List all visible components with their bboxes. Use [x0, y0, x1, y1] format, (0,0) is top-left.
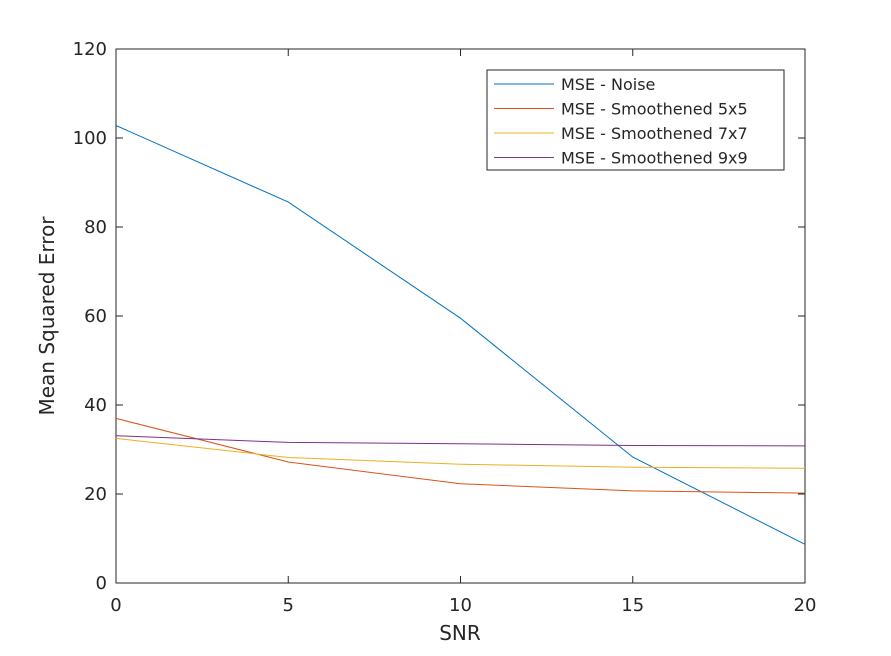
- y-tick-label: 120: [73, 39, 107, 60]
- legend-box: [486, 69, 785, 171]
- y-tick-label: 80: [84, 217, 107, 238]
- x-tick-label: 10: [449, 595, 472, 616]
- y-axis-label: Mean Squared Error: [35, 216, 59, 416]
- y-tick-label: 0: [96, 573, 107, 594]
- series-line-3: [115, 435, 806, 447]
- series-line-0: [115, 125, 806, 545]
- x-tick-label: 0: [110, 595, 121, 616]
- x-tick-label: 15: [621, 595, 644, 616]
- legend-label-2: MSE - Smoothened 7x7: [561, 124, 748, 143]
- x-tick-label: 5: [283, 595, 294, 616]
- legend-label-0: MSE - Noise: [561, 75, 655, 94]
- series-layer: [115, 125, 806, 545]
- legend: MSE - Noise MSE - Smoothened 5x5 MSE - Smo…: [486, 69, 785, 171]
- y-tick-label: 100: [73, 128, 107, 149]
- series-line-1: [115, 417, 806, 494]
- ticks-layer: 0 5 10 15 20 0 20 40 60 80 100 120: [73, 39, 817, 616]
- series-line-2: [115, 437, 806, 469]
- y-tick-label: 20: [84, 484, 107, 505]
- x-axis-label: SNR: [439, 621, 481, 645]
- y-tick-label: 60: [84, 306, 107, 327]
- x-tick-label: 20: [794, 595, 817, 616]
- y-tick-label: 40: [84, 395, 107, 416]
- legend-label-1: MSE - Smoothened 5x5: [561, 100, 748, 119]
- legend-label-3: MSE - Smoothened 9x9: [561, 149, 748, 168]
